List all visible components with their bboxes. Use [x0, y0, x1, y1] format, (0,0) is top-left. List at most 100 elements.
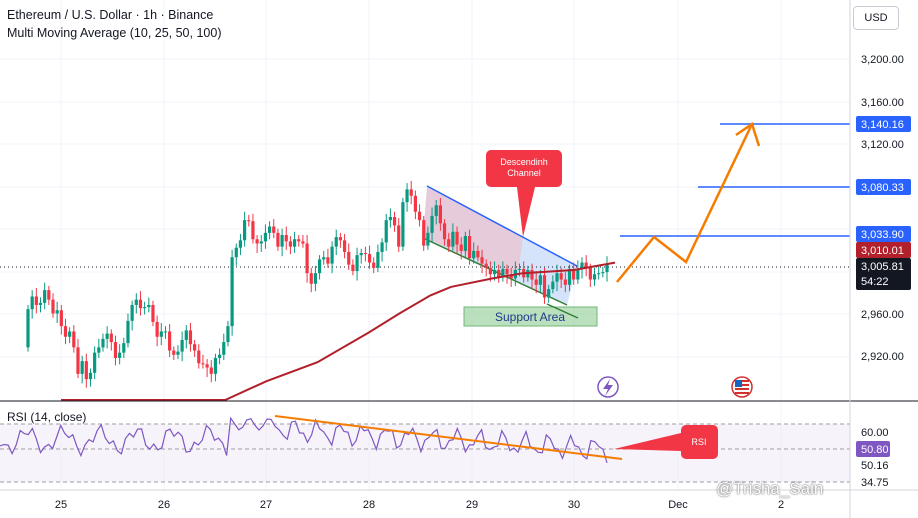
candle-body [342, 240, 347, 252]
candle-body [163, 331, 168, 333]
candle-body [151, 304, 155, 322]
candle-body [288, 241, 293, 247]
candle-body [72, 331, 76, 348]
candle-body [451, 231, 455, 247]
candle-body [567, 268, 572, 285]
candle-body [455, 231, 459, 245]
candle-body [280, 234, 284, 247]
candle-body [134, 299, 138, 305]
candle-body [534, 279, 538, 285]
candle-body [334, 237, 338, 247]
lightning-icon[interactable] [597, 376, 619, 398]
svg-text:54:22: 54:22 [861, 276, 889, 288]
candle-body [180, 339, 184, 352]
candle-body [80, 361, 84, 374]
candle-body [467, 236, 472, 259]
candle-body [309, 273, 313, 284]
candle-body [601, 272, 605, 274]
candle-body [388, 216, 392, 221]
us-flag-icon[interactable] [731, 376, 753, 398]
candle-body [238, 240, 243, 248]
svg-text:3,033.90: 3,033.90 [861, 229, 904, 241]
currency-button[interactable]: USD [853, 6, 899, 30]
candle-body [588, 267, 592, 280]
rsi-panel [0, 415, 850, 483]
price-label-3080: 3,080.33 [856, 179, 911, 195]
candles [26, 180, 609, 388]
candle-body [43, 290, 47, 303]
candle-body [34, 296, 38, 305]
candle-body [426, 232, 430, 246]
price-tick: 3,200.00 [861, 54, 904, 66]
price-axis[interactable]: 3,200.00 3,160.00 3,120.00 2,960.00 2,92… [861, 54, 904, 363]
candle-body [138, 299, 143, 309]
price-label-3033: 3,033.90 [856, 226, 911, 242]
projection-path [616, 122, 761, 283]
time-tick: 26 [158, 499, 170, 511]
candle-body [355, 255, 359, 272]
channel-callout: Descendinh Channel [486, 150, 562, 237]
candle-body [405, 189, 409, 203]
time-axis[interactable]: 25 26 27 28 29 30 Dec 2 [55, 499, 784, 511]
candle-body [251, 221, 255, 240]
chart-title: Ethereum / U.S. Dollar · 1h · Binance [7, 8, 214, 22]
candle-body [113, 342, 118, 358]
candle-body [197, 350, 201, 364]
moving-average-line [61, 261, 616, 401]
candle-body [422, 220, 426, 246]
candle-body [517, 268, 522, 270]
candle-body [363, 253, 368, 255]
svg-text:3,080.33: 3,080.33 [861, 182, 904, 194]
candle-body [301, 241, 305, 244]
candle-body [209, 367, 213, 374]
candle-body [247, 220, 251, 222]
candle-body [434, 205, 438, 216]
rsi-line [0, 416, 608, 463]
candle-body [188, 330, 193, 345]
candle-body [313, 273, 318, 284]
candle-body [109, 333, 113, 343]
candle-body [380, 242, 384, 252]
candle-body [584, 262, 588, 268]
candle-body [376, 251, 380, 268]
price-tick: 3,160.00 [861, 97, 904, 109]
candle-body [267, 226, 272, 233]
candle-body [488, 267, 492, 275]
candle-body [384, 220, 388, 243]
candle-body [201, 363, 205, 365]
candle-body [430, 215, 434, 233]
svg-text:3,010.01: 3,010.01 [861, 245, 904, 257]
candle-body [155, 321, 159, 337]
candle-body [447, 239, 451, 247]
candle-body [76, 347, 80, 374]
candle-body [130, 304, 134, 321]
candle-body [563, 279, 567, 285]
candle-body [234, 247, 238, 258]
price-label-3010: 3,010.01 [856, 242, 911, 258]
indicator-legend[interactable]: Multi Moving Average (10, 25, 50, 100) [7, 26, 222, 40]
candle-body [59, 310, 63, 327]
candle-body [143, 307, 147, 309]
candle-body [226, 326, 230, 343]
candle-body [168, 331, 172, 351]
candle-body [292, 239, 297, 247]
candle-body [118, 352, 122, 358]
candle-body [509, 274, 513, 279]
candle-body [392, 216, 397, 226]
candle-body [176, 351, 180, 355]
candle-body [492, 269, 497, 275]
price-label-3140: 3,140.16 [856, 116, 911, 132]
rsi-legend[interactable]: RSI (14, close) [7, 410, 87, 424]
candle-body [93, 352, 97, 373]
candle-body [555, 273, 559, 282]
candle-body [372, 262, 376, 268]
candle-body [442, 223, 447, 240]
candle-body [409, 189, 413, 196]
candle-body [476, 250, 480, 258]
time-tick: 2 [778, 499, 784, 511]
support-area-box: Support Area [463, 303, 598, 327]
candle-body [401, 202, 405, 247]
time-tick: 28 [363, 499, 375, 511]
candle-body [101, 338, 105, 348]
